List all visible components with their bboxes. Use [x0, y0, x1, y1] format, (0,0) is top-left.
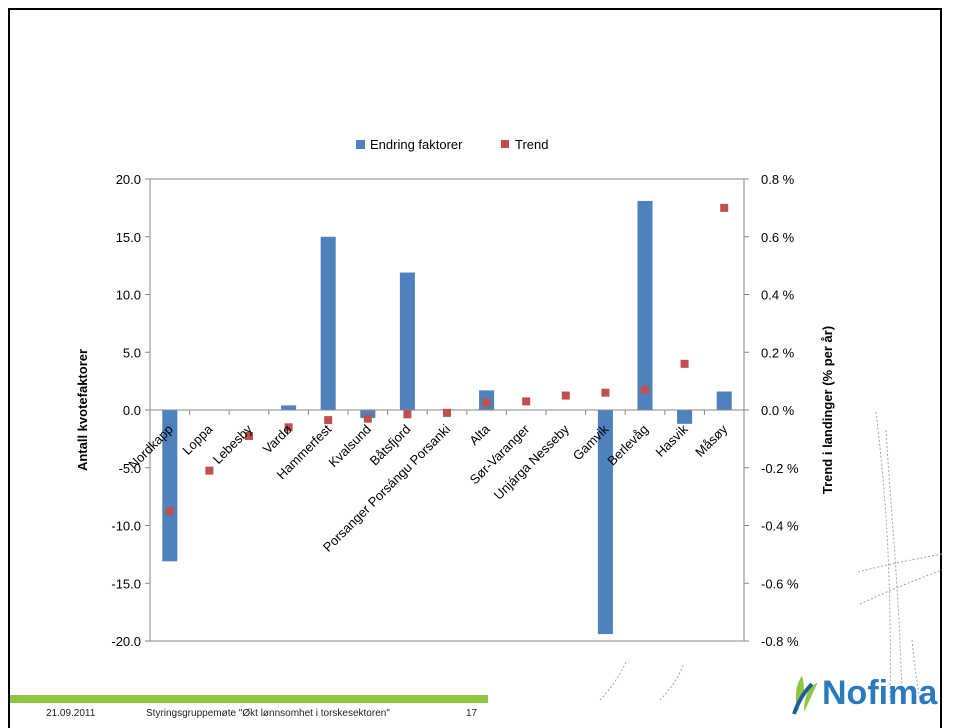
trend-point: [205, 466, 214, 475]
x-tick-label: Måsøy: [692, 421, 731, 460]
nofima-logo: Nofima: [788, 672, 938, 718]
bar: [162, 410, 178, 562]
bar: [320, 236, 336, 410]
trend-point: [482, 398, 491, 407]
y2-tick-label: -0.4 %: [761, 519, 799, 534]
decorative-line: [857, 553, 943, 573]
y2-tick-label: -0.6 %: [761, 576, 799, 591]
decorative-line: [911, 639, 921, 701]
trend-point: [522, 397, 531, 406]
decorative-line: [875, 411, 891, 701]
decorative-line: [885, 429, 903, 701]
trend-point: [324, 416, 333, 425]
trend-point: [641, 385, 649, 394]
trend-point: [284, 423, 293, 432]
y-tick-label: -10.0: [111, 519, 141, 534]
nofima-logo-icon: [792, 676, 818, 715]
y2-tick-label: 0.4 %: [761, 288, 795, 303]
trend-point: [720, 203, 729, 212]
trend-point: [601, 388, 610, 397]
nofima-logo-text: Nofima: [822, 674, 938, 712]
trend-point: [245, 431, 253, 440]
bar: [281, 405, 297, 410]
footer-date: 21.09.2011: [46, 708, 96, 719]
footer-title: Styringsgruppemøte "Økt lønnsomhet i tor…: [146, 708, 390, 719]
y-tick-label: 15.0: [116, 230, 141, 245]
trend-point: [443, 408, 451, 417]
trend-point: [561, 391, 570, 400]
y-tick-label: -20.0: [111, 634, 141, 649]
bar: [677, 410, 693, 424]
y2-tick-label: 0.2 %: [761, 345, 795, 360]
y-tick-label: 5.0: [123, 345, 141, 360]
y-tick-label: -15.0: [111, 576, 141, 591]
trend-point: [363, 414, 372, 423]
y2-tick-label: -0.2 %: [761, 461, 799, 476]
bar: [360, 410, 376, 419]
y-axis-title: Antall kvotefaktorer: [75, 349, 90, 471]
trend-point: [680, 359, 689, 368]
x-tick-label: Kvalsund: [325, 422, 373, 470]
bar: [637, 200, 653, 410]
y2-tick-label: 0.0 %: [761, 403, 795, 418]
legend-swatch-bars: [356, 140, 365, 149]
y-tick-label: 10.0: [116, 288, 141, 303]
y-tick-label: 0.0: [123, 403, 141, 418]
slide-frame: [8, 8, 942, 728]
bar: [716, 391, 732, 410]
x-tick-label: Alta: [466, 421, 493, 448]
y2-tick-label: 0.6 %: [761, 230, 795, 245]
x-tick-label: Loppa: [179, 421, 216, 458]
legend-label-trend: Trend: [515, 137, 548, 152]
bar: [399, 272, 415, 410]
y-tick-label: -5.0: [119, 461, 141, 476]
legend-swatch-trend: [501, 140, 509, 148]
footer-page-number: 17: [466, 708, 478, 719]
x-tick-label: Hasvik: [653, 421, 692, 460]
decorative-line: [659, 663, 685, 701]
decorative-line: [859, 569, 943, 605]
bar: [597, 410, 613, 635]
x-tick-label: Lebesby: [210, 421, 256, 467]
y2-axis-title: Trend i landinger (% per år): [820, 326, 835, 494]
y2-tick-label: 0.8 %: [761, 172, 795, 187]
footer-bar: [10, 695, 488, 703]
x-tick-label: Unjárga Nesseby: [491, 421, 572, 502]
combo-chart: 20.0 0.8 % 15.0 0.6 % 10.0 0.4 % 5.0 0.2 % 0.0 0.…: [75, 137, 835, 649]
y2-tick-label: -0.8 %: [761, 634, 799, 649]
legend-label-bars: Endring faktorer: [370, 137, 463, 152]
y-tick-label: 20.0: [116, 172, 141, 187]
trend-point: [403, 410, 412, 419]
trend-point: [165, 507, 174, 516]
